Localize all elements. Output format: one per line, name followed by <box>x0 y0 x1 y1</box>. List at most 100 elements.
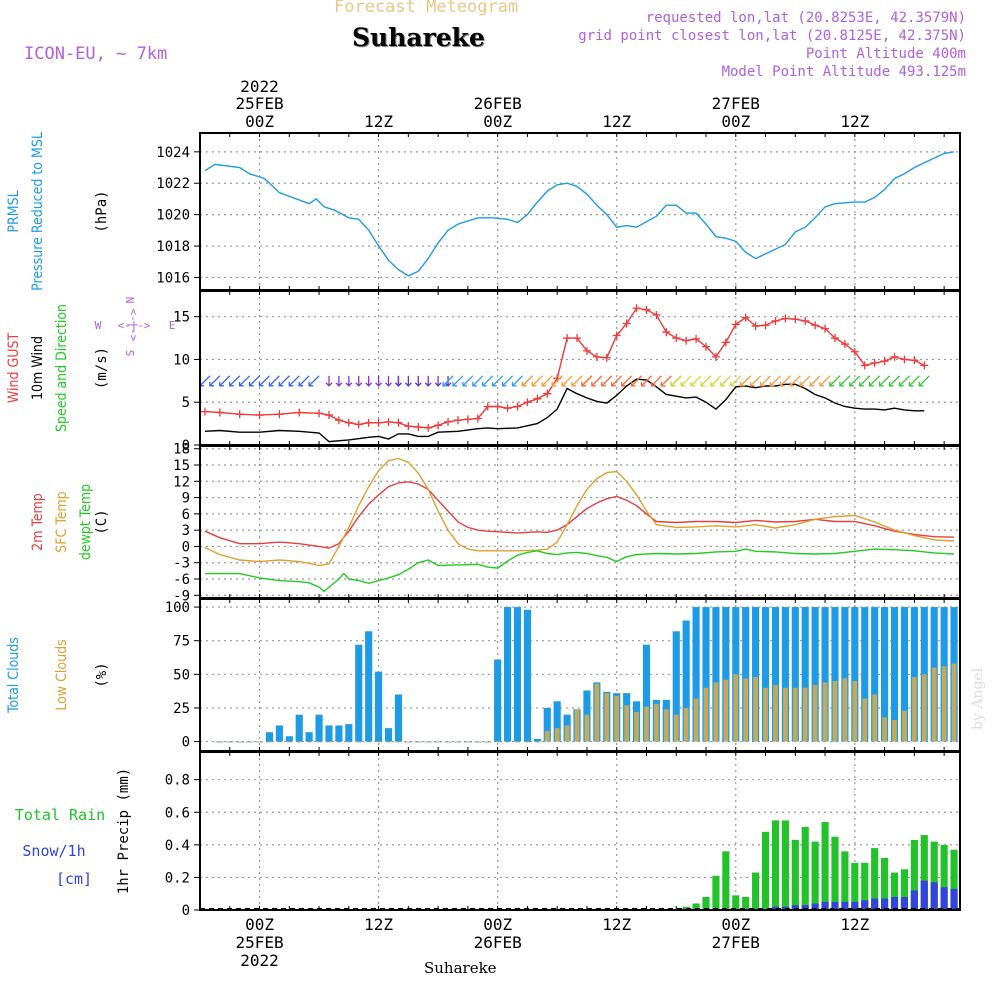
gust-marker <box>414 423 423 432</box>
bar-low-clouds <box>217 741 223 743</box>
gust-marker <box>811 321 820 330</box>
wind-direction-arrow <box>248 375 261 387</box>
y-tick-label: 1022 <box>156 176 190 192</box>
gust-marker <box>344 418 353 427</box>
axis-unit: (m/s) <box>94 347 110 389</box>
gust-marker <box>364 418 373 427</box>
bar-snow-h <box>930 882 938 910</box>
bar-low-clouds <box>644 706 649 742</box>
y-tick-label: 10 <box>173 352 190 368</box>
panel-pressure <box>194 132 961 291</box>
bar-snow-h <box>841 901 849 910</box>
wind-direction-arrow <box>779 375 791 387</box>
wind-direction-arrow <box>551 375 563 387</box>
wind-direction-arrow <box>462 375 474 387</box>
wind-direction-arrow <box>375 375 383 387</box>
gust-marker <box>711 352 720 361</box>
wind-direction-arrow <box>601 375 613 387</box>
wind-direction-arrow <box>700 375 712 387</box>
bar-total-rain <box>950 849 958 910</box>
wind-direction-arrow <box>521 375 533 387</box>
y-tick-label: 18 <box>173 442 190 458</box>
bar-total-clouds <box>384 728 393 742</box>
gust-marker <box>692 334 701 343</box>
bar-low-clouds <box>892 720 897 742</box>
bar-total-clouds <box>861 607 869 742</box>
bar-snow-h <box>890 896 899 910</box>
bar-total-clouds <box>285 736 293 742</box>
gust-marker <box>324 411 333 420</box>
bar-low-clouds <box>366 741 371 743</box>
bottom-hour-label: 00Z <box>245 915 274 934</box>
wind-direction-arrow <box>335 375 343 387</box>
series-line-pressure <box>204 151 955 277</box>
bar-low-clouds <box>445 741 451 743</box>
bar-low-clouds <box>465 741 471 743</box>
wind-direction-arrow <box>278 375 290 387</box>
gust-marker <box>870 358 879 367</box>
gust-marker <box>384 417 393 426</box>
bar-low-clouds <box>723 679 729 742</box>
gust-marker <box>662 328 671 337</box>
location-title: Suhareke <box>352 23 485 52</box>
gust-marker <box>860 361 869 370</box>
bar-low-clouds <box>356 741 362 743</box>
bar-total-clouds <box>692 607 700 742</box>
bar-total-clouds <box>533 738 541 742</box>
wind-direction-arrow <box>680 375 692 387</box>
gust-marker <box>702 342 711 351</box>
bottom-date-label: 26FEB <box>474 933 522 952</box>
bar-low-clouds <box>227 741 233 743</box>
y-tick-label: 0.2 <box>165 870 190 886</box>
y-tick-label: 1024 <box>156 145 190 161</box>
wind-direction-arrow <box>859 375 871 387</box>
axis-label-prmsl: PRMSL <box>6 190 22 232</box>
wind-direction-arrow <box>414 375 422 387</box>
bar-snow-h <box>940 887 948 910</box>
gust-marker <box>315 409 324 418</box>
bar-low-clouds <box>435 741 441 743</box>
bar-total-clouds <box>504 607 512 742</box>
top-hour-label: 12Z <box>840 112 869 131</box>
gust-marker <box>354 420 363 429</box>
bar-snow-h <box>851 901 859 910</box>
bar-total-clouds <box>394 694 403 742</box>
wind-direction-arrow <box>591 375 603 387</box>
wind-direction-arrow <box>209 375 221 387</box>
wind-direction-arrow <box>640 375 652 387</box>
y-tick-label: 1018 <box>156 239 190 255</box>
panel-wind <box>194 290 961 446</box>
gust-marker <box>473 414 482 423</box>
y-tick-label: 15 <box>173 310 190 326</box>
gust-marker <box>791 315 800 324</box>
gust-marker <box>235 410 244 419</box>
bar-low-clouds <box>584 714 590 742</box>
panel-frame <box>199 290 961 446</box>
bar-low-clouds <box>862 698 868 742</box>
y-tick-label: 0.8 <box>165 773 190 789</box>
bar-low-clouds <box>703 687 709 742</box>
wind-direction-arrow <box>630 375 643 387</box>
axis-label-sfc-temp: SFC Temp <box>54 491 70 552</box>
model-altitude: Model Point Altitude 493.125m <box>721 64 966 80</box>
wind-direction-arrow <box>888 375 900 387</box>
bar-low-clouds <box>654 703 659 742</box>
gust-marker <box>821 324 830 333</box>
wind-direction-arrow <box>531 375 543 387</box>
bar-low-clouds <box>773 685 778 742</box>
gust-marker <box>563 334 572 343</box>
bar-total-clouds <box>722 607 730 742</box>
axis-label-low-clouds: Low Clouds <box>54 639 70 710</box>
bar-low-clouds <box>247 741 252 743</box>
gust-marker <box>642 305 651 314</box>
bar-low-clouds <box>515 741 520 743</box>
bar-total-clouds <box>315 714 323 742</box>
bar-snow-h <box>881 898 889 910</box>
bar-total-clouds <box>742 607 750 742</box>
y-tick-label: 0 <box>182 539 190 555</box>
y-tick-label: 9 <box>182 491 190 507</box>
gust-marker <box>751 322 760 331</box>
wind-direction-arrow <box>394 375 402 387</box>
wind-direction-arrow <box>345 375 353 387</box>
